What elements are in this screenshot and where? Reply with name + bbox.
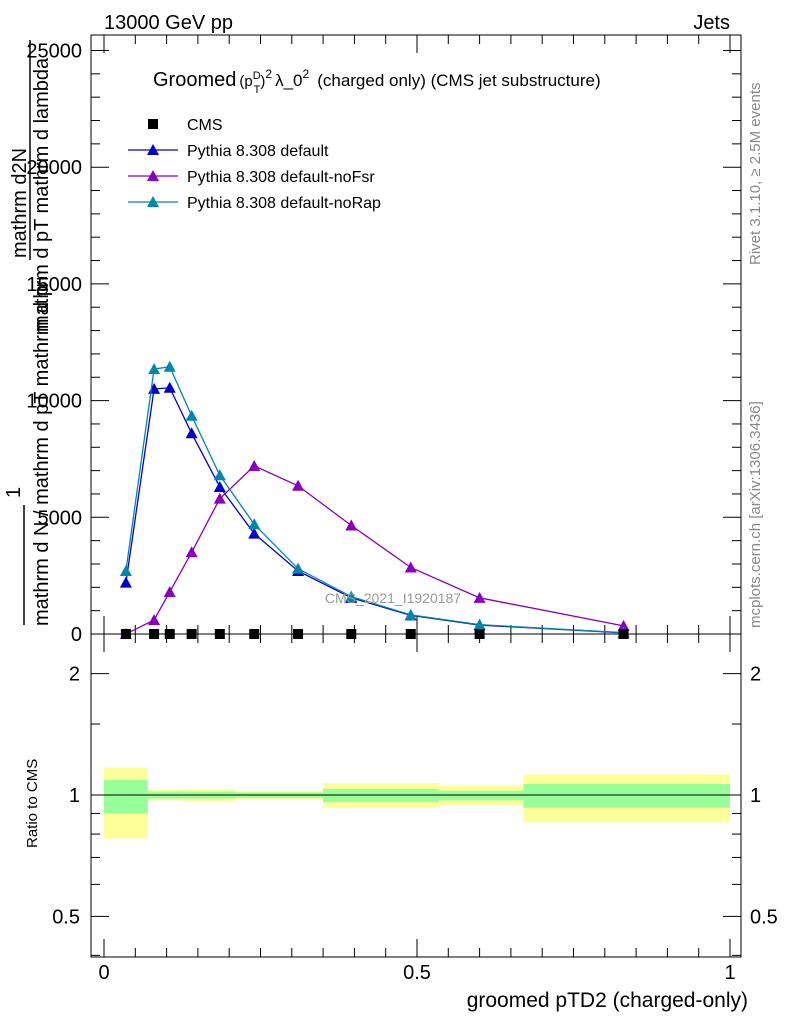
legend-marker-triangle	[147, 196, 159, 207]
text-layer: 13000 GeV pp Jets CMS_2021_I1920187 Rive…	[104, 12, 764, 628]
legend-entry: CMS	[148, 117, 223, 134]
x-axis-label: groomed pTD2 (charged-only)	[467, 989, 748, 1012]
y-tick-label: 10000	[26, 391, 82, 413]
band-green	[438, 790, 524, 801]
y-tick-label: 0	[71, 624, 82, 646]
legend-label: Pythia 8.308 default	[187, 143, 329, 160]
series-point	[119, 576, 132, 588]
series-point	[617, 619, 630, 631]
series-point	[163, 381, 176, 393]
header-right: Jets	[693, 12, 730, 34]
legend-marker-triangle	[147, 144, 159, 155]
plot-title: Groomed (pD T)2 λ_02 (charged only) (CMS jet…	[153, 67, 601, 96]
y-tick-label: 5000	[38, 507, 83, 529]
series-point	[213, 480, 226, 492]
series-pythia-8-308-default-nofsr	[119, 459, 630, 639]
series-point	[248, 527, 261, 539]
x-tick-label: 1	[724, 962, 735, 984]
legend-label: CMS	[187, 117, 223, 134]
y-tick-label: 25000	[26, 41, 82, 63]
ratio-plot: 0.5 0.5 1 1 2 2 0 0.5 1 Ratio to CMS groomed pTD2 …	[24, 633, 778, 1012]
legend-marker-square	[148, 119, 158, 129]
band-green	[323, 788, 439, 803]
x-tick-label: 0.5	[403, 962, 431, 984]
series-pythia-8-308-default-norap	[119, 360, 630, 638]
ratio-y-tick-label-right: 2	[750, 664, 761, 686]
series-point	[473, 591, 486, 603]
y-axis-label: mathrm d2N mathrm d pT mathrm d lambda 1 ma…	[3, 40, 53, 626]
series-line	[125, 465, 624, 635]
y-label-denominator: mathrm d pT mathrm d lambda	[31, 57, 53, 332]
watermark: CMS_2021_I1920187	[325, 590, 461, 606]
series-point	[345, 590, 358, 602]
ratio-y-tick-label-right: 0.5	[750, 906, 778, 928]
series-point	[213, 469, 226, 481]
series-point	[248, 518, 261, 530]
ratio-y-tick-label-right: 1	[750, 785, 761, 807]
y-label-numerator: mathrm d2N	[9, 148, 31, 258]
legend-entry: Pythia 8.308 default	[128, 143, 329, 160]
y-label-frac-bottom: mathrm d N / mathrm d pT mathrm d p	[31, 285, 53, 626]
y-label-prefix: 1	[3, 487, 25, 498]
band-green	[104, 779, 148, 814]
series-point	[119, 564, 132, 576]
series-point	[148, 363, 161, 375]
legend-marker-triangle	[147, 170, 159, 181]
series-point	[163, 585, 176, 597]
legend-label: Pythia 8.308 default-noRap	[187, 195, 381, 212]
y-tick-label: 15000	[26, 274, 82, 296]
ratio-y-tick-label: 0.5	[52, 906, 80, 928]
legend-label: Pythia 8.308 default-noFsr	[187, 169, 375, 186]
series-point	[345, 519, 358, 531]
series-point	[473, 618, 486, 630]
series-point	[248, 459, 261, 471]
legend-entry: Pythia 8.308 default-noFsr	[128, 169, 375, 186]
y-tick-label: 20000	[26, 157, 82, 179]
ratio-y-tick-label: 2	[69, 664, 80, 686]
series-point	[404, 561, 417, 573]
series-point	[163, 360, 176, 372]
series-point	[404, 608, 417, 620]
main-plot: 0 5000 10000 15000 20000 25000 Groomed (pD T)2 λ_…	[3, 34, 742, 646]
ratio-y-axis-label: Ratio to CMS	[24, 759, 41, 848]
x-tick-label: 0	[98, 962, 109, 984]
series-point	[185, 409, 198, 421]
band-green	[523, 783, 730, 808]
series-point	[213, 492, 226, 504]
series-point	[292, 479, 305, 491]
series-point	[185, 546, 198, 558]
rivet-label: Rivet 3.1.10, ≥ 2.5M events	[747, 83, 764, 266]
mcplots-label: mcplots.cern.ch [arXiv:1306.3436]	[747, 401, 764, 628]
series-point	[185, 427, 198, 439]
legend-entry: Pythia 8.308 default-noRap	[128, 195, 381, 212]
ratio-y-tick-label: 1	[69, 785, 80, 807]
series-point	[292, 562, 305, 574]
series-point	[148, 613, 161, 625]
header-left: 13000 GeV pp	[104, 12, 233, 34]
